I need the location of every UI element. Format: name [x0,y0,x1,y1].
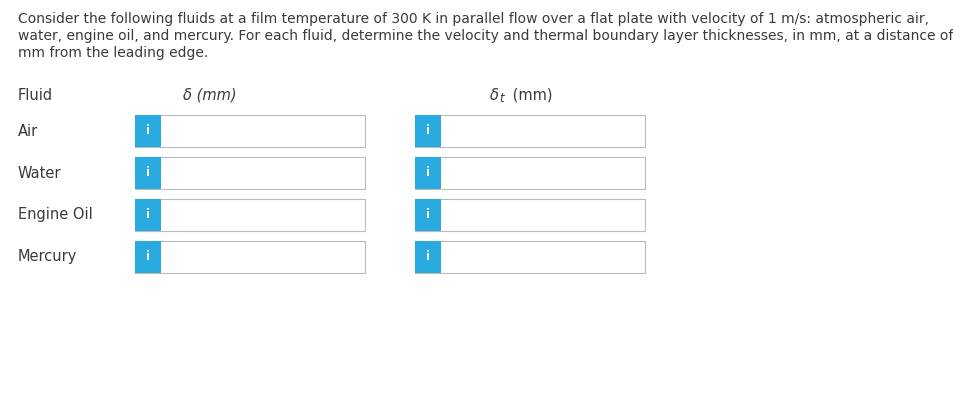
Text: i: i [426,250,430,263]
Text: water, engine oil, and mercury. For each fluid, determine the velocity and therm: water, engine oil, and mercury. For each… [18,29,953,43]
Bar [135,115,365,147]
Text: i: i [426,124,430,137]
Bar [135,241,161,273]
Text: Engine Oil: Engine Oil [18,207,92,222]
Bar [415,157,440,189]
Text: i: i [146,167,150,179]
Bar [415,157,644,189]
Text: Water: Water [18,166,61,181]
Text: Mercury: Mercury [18,250,77,265]
Bar [135,115,161,147]
Bar [135,199,365,231]
Text: i: i [146,250,150,263]
Bar [135,241,365,273]
Bar [135,157,161,189]
Text: t: t [498,92,503,105]
Text: i: i [426,167,430,179]
Text: i: i [146,124,150,137]
Bar [415,241,440,273]
Bar [415,115,644,147]
Bar [415,241,644,273]
Text: i: i [426,209,430,222]
Bar [135,199,161,231]
Text: Air: Air [18,124,38,139]
Bar [415,199,440,231]
Text: Consider the following fluids at a film temperature of 300 K in parallel flow ov: Consider the following fluids at a film … [18,12,928,26]
Text: i: i [146,209,150,222]
Text: mm from the leading edge.: mm from the leading edge. [18,46,208,60]
Text: δ: δ [490,88,498,102]
Bar [135,157,365,189]
Bar [415,115,440,147]
Text: (mm): (mm) [507,88,552,102]
Text: Fluid: Fluid [18,88,53,102]
Bar [415,199,644,231]
Text: δ (mm): δ (mm) [183,88,236,102]
